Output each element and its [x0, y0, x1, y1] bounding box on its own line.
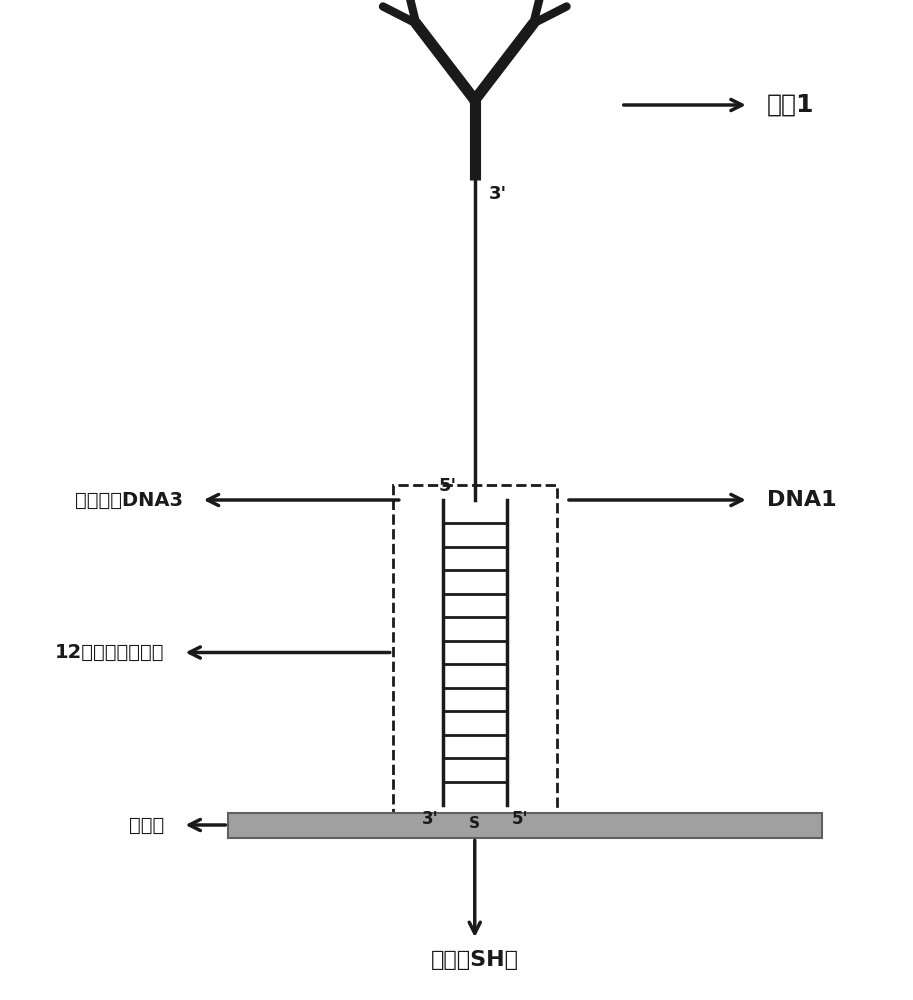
Text: 抗体1: 抗体1 — [767, 93, 814, 117]
Text: 3': 3' — [422, 810, 438, 828]
Text: 5': 5' — [511, 810, 528, 828]
Text: 12个碱基互补配对: 12个碱基互补配对 — [55, 643, 164, 662]
Text: 捕获探针DNA3: 捕获探针DNA3 — [75, 490, 183, 510]
Text: 金电极: 金电极 — [129, 816, 164, 834]
Bar — [228, 812, 822, 838]
Text: 屯基（SH）: 屯基（SH） — [431, 950, 519, 970]
Text: 3': 3' — [488, 185, 507, 203]
Bar — [393, 485, 557, 820]
Text: S: S — [469, 816, 480, 830]
Text: DNA1: DNA1 — [767, 490, 836, 510]
Text: 5': 5' — [438, 477, 456, 495]
